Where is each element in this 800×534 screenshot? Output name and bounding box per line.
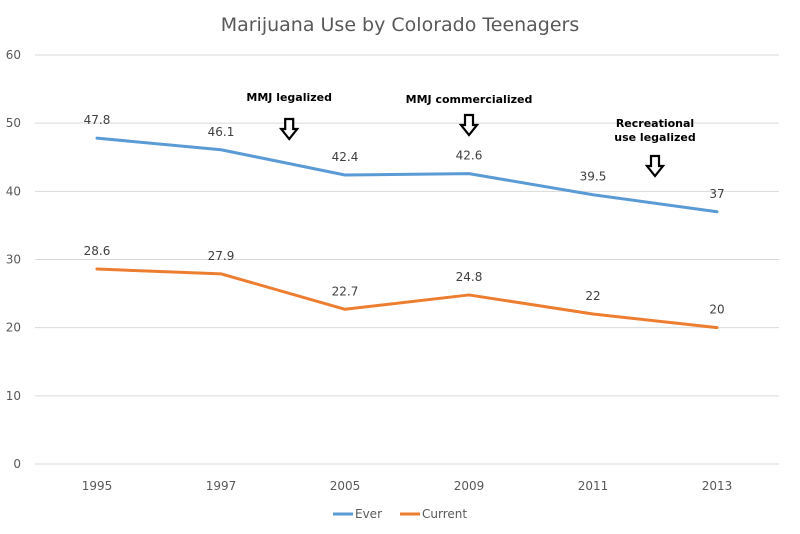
data-label: 27.9: [208, 249, 235, 263]
x-tick-label: 2011: [578, 479, 609, 493]
data-label: 28.6: [84, 244, 111, 258]
y-tick-label: 10: [6, 389, 21, 403]
down-arrow-icon: [278, 117, 300, 141]
legend-label: Ever: [355, 507, 382, 521]
annotation-text: Recreational: [616, 117, 694, 130]
x-tick-label: 1995: [82, 479, 113, 493]
data-label: 42.6: [456, 149, 483, 163]
legend: Ever Current: [333, 507, 467, 521]
data-label: 39.5: [580, 170, 607, 184]
x-tick-label: 2009: [454, 479, 485, 493]
data-label: 22.7: [332, 284, 359, 298]
data-label: 47.8: [84, 113, 111, 127]
legend-item-current: Current: [400, 507, 467, 521]
annotation-text: MMJ commercialized: [406, 93, 533, 106]
y-tick-label: 40: [6, 184, 21, 198]
x-tick-label: 1997: [206, 479, 237, 493]
gridlines: [35, 54, 779, 465]
y-tick-label: 20: [6, 321, 21, 335]
x-tick-label: 2005: [330, 479, 361, 493]
legend-item-ever: Ever: [333, 507, 382, 521]
series-lines: [95, 136, 719, 330]
annotations: MMJ legalized MMJ commercialized Recreatio…: [246, 91, 696, 178]
annotation: MMJ commercialized: [406, 93, 533, 137]
y-tick-label: 0: [13, 457, 21, 471]
annotation-text: use legalized: [614, 131, 695, 144]
data-label: 24.8: [456, 270, 483, 284]
y-tick-label: 30: [6, 253, 21, 267]
down-arrow-icon: [644, 154, 666, 178]
down-arrow-icon: [458, 113, 480, 137]
series-line-current: [95, 267, 719, 330]
x-axis-ticks: 1995 1997 2005 2009 2011 2013: [82, 479, 733, 493]
data-label: 37: [709, 187, 724, 201]
y-tick-label: 50: [6, 116, 21, 130]
data-label: 22: [585, 289, 600, 303]
data-label: 42.4: [332, 150, 359, 164]
legend-label: Current: [422, 507, 467, 521]
chart-title: Marijuana Use by Colorado Teenagers: [221, 14, 580, 36]
annotation-text: MMJ legalized: [246, 91, 332, 104]
data-label: 20: [709, 303, 724, 317]
data-label: 46.1: [208, 125, 235, 139]
series-line-ever: [95, 136, 719, 214]
data-labels: 47.8 46.1 42.4 42.6 39.5 37 28.6 27.9 22.7 24.8 22…: [84, 113, 725, 317]
y-tick-label: 60: [6, 48, 21, 62]
x-tick-label: 2013: [702, 479, 733, 493]
annotation: MMJ legalized: [246, 91, 332, 141]
y-axis-ticks: 0 10 20 30 40 50 60: [6, 48, 21, 471]
